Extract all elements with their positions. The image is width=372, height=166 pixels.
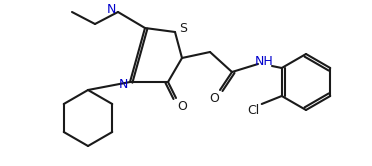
Text: N: N <box>118 78 128 90</box>
Text: Cl: Cl <box>248 103 260 117</box>
Text: O: O <box>209 91 219 105</box>
Text: O: O <box>177 99 187 113</box>
Text: N: N <box>106 2 116 15</box>
Text: S: S <box>179 22 187 35</box>
Text: NH: NH <box>254 54 273 68</box>
